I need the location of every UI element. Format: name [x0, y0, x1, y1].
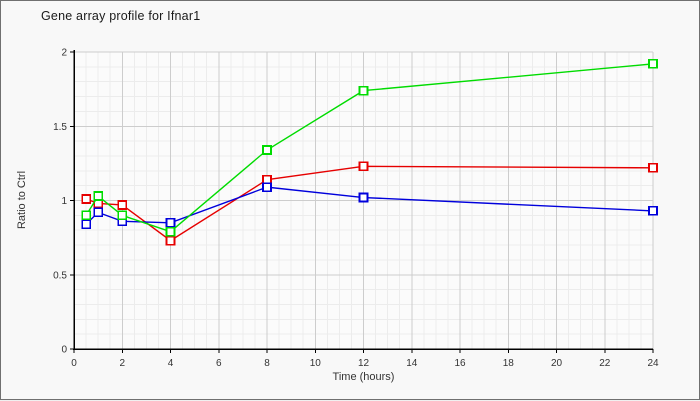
x-tick-label: 14	[406, 358, 418, 369]
data-point-marker-red	[117, 200, 128, 210]
data-point-marker-green	[93, 191, 103, 201]
x-tick-label: 0	[71, 358, 77, 369]
x-tick-label: 24	[647, 358, 659, 369]
chart-title: Gene array profile for Ifnar1	[41, 9, 201, 23]
data-point-marker-red	[165, 235, 176, 246]
data-point-marker-blue	[93, 207, 103, 218]
data-point-marker-green	[262, 145, 272, 155]
data-point-marker-blue	[262, 182, 272, 192]
data-point-marker-red	[648, 163, 658, 173]
data-point-marker-blue	[648, 206, 658, 216]
y-tick-label: 0	[61, 345, 67, 356]
x-tick-label: 2	[119, 358, 125, 369]
data-point-marker-green	[81, 210, 91, 221]
data-point-marker-red	[358, 161, 369, 172]
data-point-marker-blue	[358, 192, 369, 203]
data-point-marker-red	[81, 194, 91, 204]
x-tick-label: 6	[216, 358, 222, 369]
x-tick-label: 8	[264, 358, 270, 369]
x-tick-label: 4	[168, 358, 174, 369]
y-axis-label: Ratio to Ctrl	[16, 170, 28, 230]
data-point-marker-green	[358, 85, 369, 96]
x-tick-label: 12	[358, 358, 370, 369]
y-tick-label: 1	[61, 196, 67, 207]
y-tick-label: 2	[61, 48, 67, 59]
x-tick-label: 10	[310, 358, 322, 369]
x-tick-label: 20	[551, 358, 563, 369]
data-point-marker-blue	[81, 219, 91, 230]
data-point-marker-green	[117, 210, 128, 221]
data-point-marker-green	[165, 226, 176, 237]
x-tick-label: 22	[599, 358, 611, 369]
x-tick-label: 18	[503, 358, 515, 369]
data-point-marker-green	[648, 59, 658, 69]
data-point-marker-blue	[165, 217, 176, 228]
x-tick-label: 16	[454, 358, 466, 369]
y-tick-label: 0.5	[53, 270, 67, 281]
x-axis-label: Time (hours)	[332, 371, 395, 383]
y-tick-label: 1.5	[53, 122, 67, 133]
